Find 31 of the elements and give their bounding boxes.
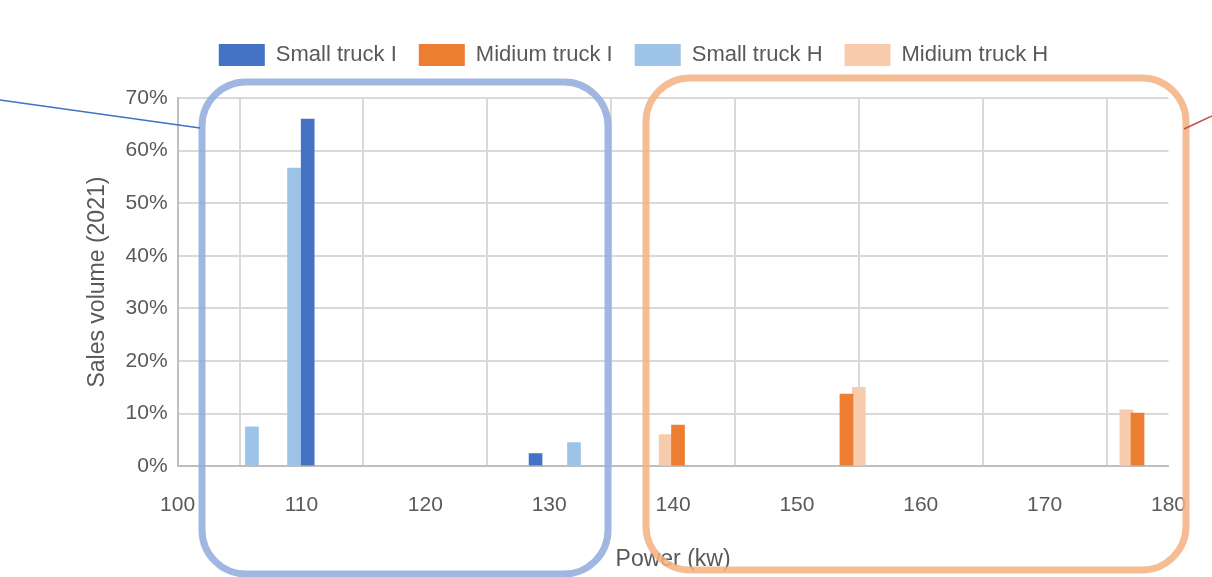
x-tick-label: 120 bbox=[407, 491, 443, 515]
x-tick-label: 170 bbox=[1027, 491, 1063, 515]
x-tick-label: 100 bbox=[160, 491, 196, 515]
y-tick-label: 40% bbox=[125, 242, 168, 266]
x-tick-label: 130 bbox=[531, 491, 567, 515]
bar bbox=[528, 453, 543, 466]
bar bbox=[287, 167, 301, 466]
legend-label: Midium truck I bbox=[475, 41, 613, 67]
y-tick-label: 0% bbox=[137, 453, 168, 476]
y-tick-label: 70% bbox=[125, 84, 168, 108]
y-tick-label: 60% bbox=[125, 137, 168, 161]
y-tick-label: 20% bbox=[125, 347, 168, 371]
bar bbox=[658, 434, 673, 466]
bar bbox=[671, 424, 685, 466]
bar bbox=[852, 386, 866, 466]
bar bbox=[567, 442, 581, 466]
bar bbox=[300, 118, 315, 466]
legend-label: Small truck H bbox=[691, 41, 823, 67]
legend-label: Small truck I bbox=[275, 41, 397, 67]
y-tick-label: 10% bbox=[125, 400, 168, 424]
bar bbox=[245, 426, 259, 466]
y-tick-label: 30% bbox=[125, 295, 168, 319]
bar bbox=[1130, 412, 1145, 466]
y-axis-title: Sales volume (2021) bbox=[83, 176, 110, 388]
x-tick-label: 140 bbox=[655, 491, 691, 515]
x-tick-label: 160 bbox=[903, 491, 939, 515]
x-tick-label: 110 bbox=[284, 491, 319, 515]
y-tick-label: 50% bbox=[125, 190, 168, 213]
legend-label: Midium truck H bbox=[901, 41, 1049, 67]
x-tick-label: 150 bbox=[779, 491, 815, 515]
bar bbox=[839, 393, 854, 466]
